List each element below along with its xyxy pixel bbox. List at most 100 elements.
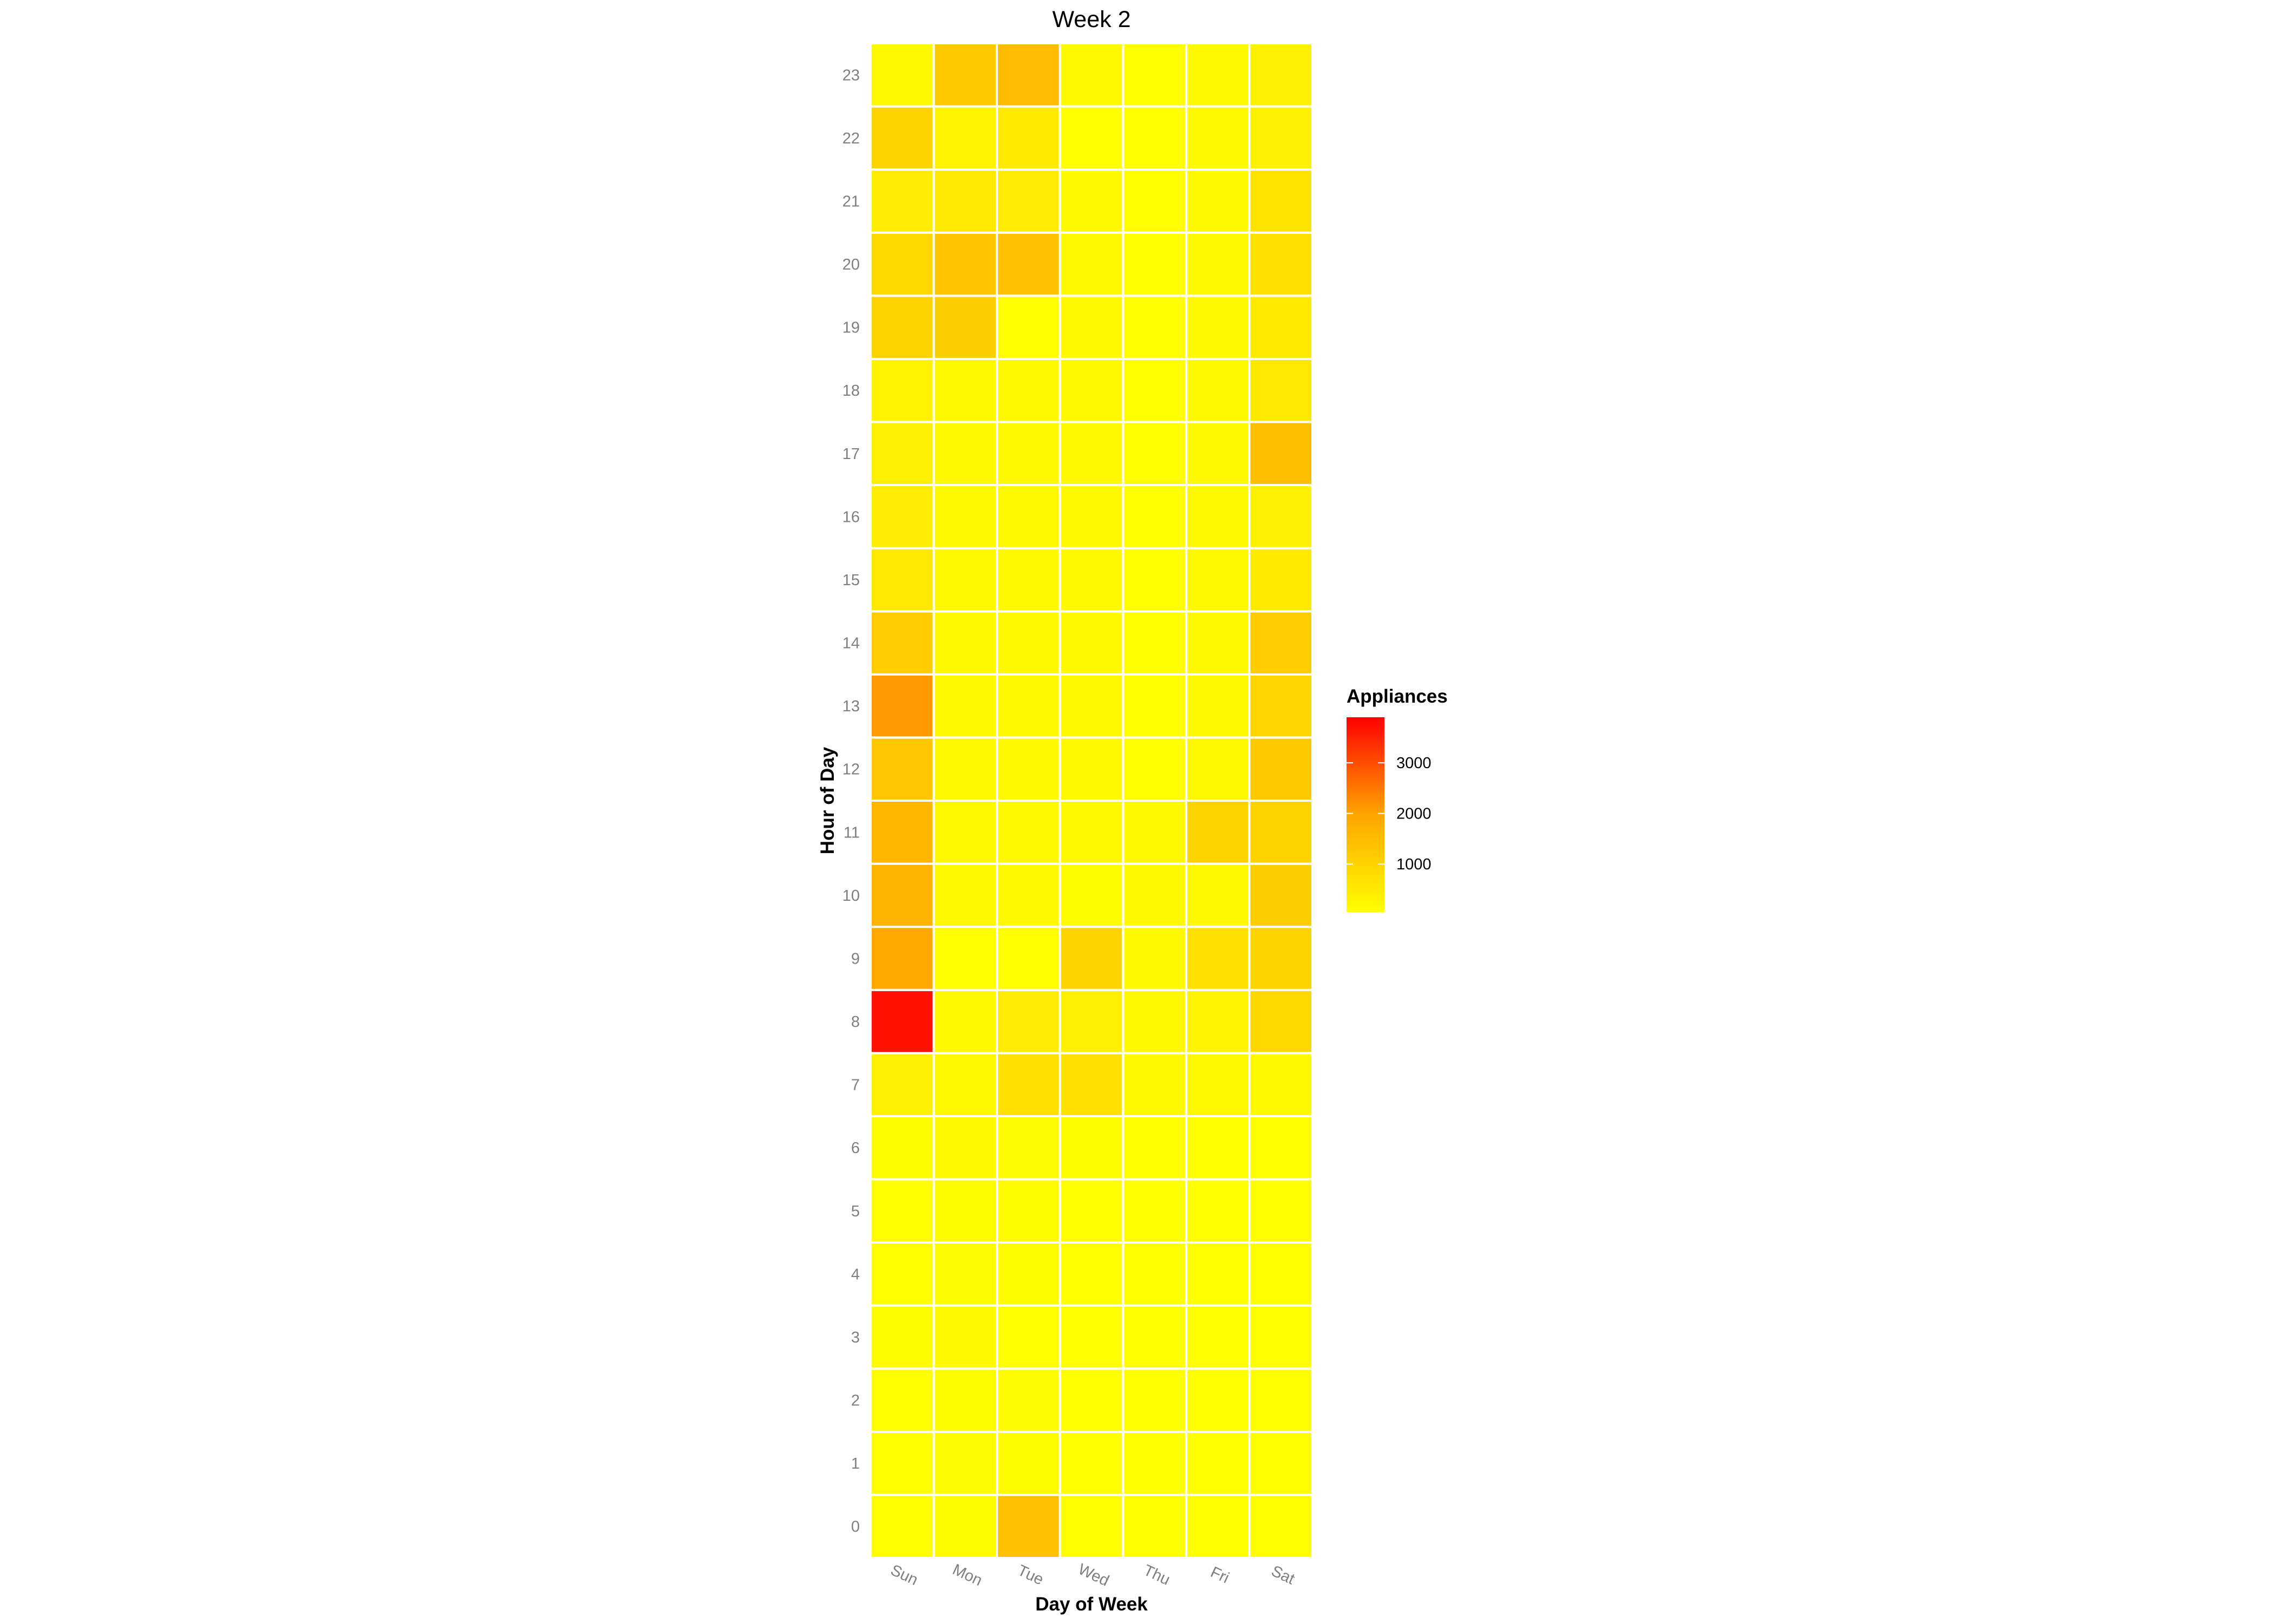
x-tick-label: Sun: [888, 1561, 920, 1589]
heatmap-cell-sat-h3: [1248, 1304, 1314, 1370]
heatmap-cell-sun-h9: [870, 926, 935, 991]
heatmap-cell-thu-h1: [1122, 1430, 1187, 1496]
chart-title: Week 2: [1053, 6, 1131, 32]
heatmap-cell-sat-h4: [1248, 1241, 1314, 1307]
x-tick-label: Wed: [1075, 1561, 1112, 1590]
heatmap-cell-mon-h21: [932, 168, 998, 234]
heatmap-cell-thu-h8: [1122, 988, 1187, 1055]
x-tick-label: Sat: [1269, 1562, 1297, 1588]
y-tick-label: 3: [851, 1329, 860, 1346]
heatmap-cell-sun-h11: [870, 800, 935, 865]
heatmap-cell-tue-h15: [996, 547, 1061, 613]
heatmap-cell-wed-h9: [1058, 926, 1125, 991]
heatmap-cell-tue-h10: [996, 862, 1061, 928]
heatmap-cell-wed-h7: [1058, 1052, 1125, 1117]
heatmap-cell-sun-h19: [870, 294, 935, 360]
heatmap-cell-sun-h13: [870, 673, 935, 739]
heatmap-cell-wed-h13: [1058, 673, 1125, 739]
heatmap-cell-sun-h3: [870, 1304, 935, 1370]
heatmap-cell-wed-h12: [1058, 736, 1125, 802]
heatmap-cell-tue-h5: [996, 1178, 1061, 1244]
heatmap-cell-sun-h10: [870, 862, 935, 928]
legend-title: Appliances: [1347, 686, 1448, 707]
heatmap-cell-fri-h11: [1185, 800, 1251, 865]
heatmap-cell-thu-h10: [1122, 862, 1187, 928]
legend-ticks: 1000 2000 3000: [1347, 755, 1432, 873]
legend-colorbar: [1347, 717, 1384, 912]
heatmap-cell-wed-h5: [1058, 1178, 1125, 1244]
heatmap-cell-fri-h19: [1185, 294, 1251, 360]
heatmap-cell-wed-h2: [1058, 1367, 1125, 1433]
heatmap-cell-fri-h10: [1185, 862, 1251, 928]
heatmap-cell-sat-h9: [1248, 926, 1314, 991]
heatmap-cell-tue-h1: [996, 1430, 1061, 1496]
y-axis-title: Hour of Day: [817, 746, 838, 854]
heatmap-cell-thu-h0: [1122, 1494, 1187, 1560]
x-tick-label: Tue: [1015, 1562, 1046, 1589]
heatmap-cell-tue-h21: [996, 168, 1061, 234]
y-tick-label: 9: [851, 950, 860, 967]
y-tick-label: 18: [842, 382, 860, 400]
y-tick-label: 20: [842, 256, 860, 273]
heatmap-cell-sat-h2: [1248, 1367, 1314, 1433]
heatmap-cell-mon-h4: [932, 1241, 998, 1307]
heatmap-cell-thu-h16: [1122, 484, 1187, 549]
heatmap-cell-wed-h17: [1058, 421, 1125, 487]
heatmap-cell-mon-h18: [932, 357, 998, 423]
heatmap-cell-sat-h14: [1248, 610, 1314, 676]
heatmap-cell-mon-h1: [932, 1430, 998, 1496]
x-axis-ticks: Sun Mon Tue Wed Thu Fri Sat: [888, 1561, 1297, 1590]
heatmap-cell-wed-h8: [1058, 988, 1125, 1055]
heatmap-cell-thu-h3: [1122, 1304, 1187, 1370]
heatmap-cell-tue-h8: [996, 988, 1061, 1055]
heatmap-cell-tue-h3: [996, 1304, 1061, 1370]
heatmap-cell-sat-h6: [1248, 1115, 1314, 1181]
heatmap-cell-sun-h14: [870, 610, 935, 676]
heatmap-cell-thu-h6: [1122, 1115, 1187, 1181]
heatmap-cell-mon-h14: [932, 610, 998, 676]
heatmap-cell-tue-h12: [996, 736, 1061, 802]
x-tick-label: Thu: [1141, 1562, 1173, 1589]
heatmap-cell-fri-h8: [1185, 988, 1251, 1055]
heatmap-cell-fri-h4: [1185, 1241, 1251, 1307]
heatmap-cell-mon-h9: [932, 926, 998, 991]
y-tick-label: 1: [851, 1455, 860, 1472]
heatmap-cell-sun-h1: [870, 1430, 935, 1496]
heatmap-cell-mon-h8: [932, 988, 998, 1055]
heatmap-cell-sat-h21: [1248, 168, 1314, 234]
heatmap-cell-sat-h10: [1248, 862, 1314, 928]
heatmap-cell-wed-h15: [1058, 547, 1125, 613]
heatmap-cell-sat-h17: [1248, 421, 1314, 487]
heatmap-cell-wed-h19: [1058, 294, 1125, 360]
heatmap-cell-tue-h17: [996, 421, 1061, 487]
heatmap-cell-wed-h4: [1058, 1241, 1125, 1307]
y-tick-label: 19: [842, 319, 860, 337]
legend-tick-label: 3000: [1396, 755, 1432, 772]
heatmap-cell-sat-h22: [1248, 105, 1314, 171]
x-tick-label: Fri: [1208, 1563, 1232, 1587]
color-legend: Appliances 1000 2000 3000: [1347, 686, 1448, 912]
heatmap-cell-wed-h14: [1058, 610, 1125, 676]
heatmap-cell-tue-h16: [996, 484, 1061, 549]
y-tick-label: 8: [851, 1013, 860, 1031]
heatmap-cell-mon-h6: [932, 1115, 998, 1181]
heatmap-cell-sun-h18: [870, 357, 935, 423]
heatmap-cell-tue-h18: [996, 357, 1061, 423]
heatmap-cell-tue-h22: [996, 105, 1061, 171]
heatmap-cell-sun-h6: [870, 1115, 935, 1181]
heatmap-cell-thu-h20: [1122, 231, 1187, 297]
heatmap-cell-thu-h18: [1122, 357, 1187, 423]
heatmap-cell-tue-h9: [996, 926, 1061, 991]
heatmap-cells: [870, 42, 1314, 1560]
heatmap-cell-thu-h12: [1122, 736, 1187, 802]
heatmap-cell-tue-h23: [996, 42, 1061, 108]
heatmap-cell-mon-h2: [932, 1367, 998, 1433]
heatmap-cell-fri-h23: [1185, 42, 1251, 108]
heatmap-cell-sat-h12: [1248, 736, 1314, 802]
heatmap-cell-thu-h22: [1122, 105, 1187, 171]
heatmap-cell-tue-h19: [996, 294, 1061, 360]
heatmap-cell-tue-h6: [996, 1115, 1061, 1181]
heatmap-cell-thu-h9: [1122, 926, 1187, 991]
y-tick-label: 4: [851, 1266, 860, 1283]
heatmap-cell-sat-h20: [1248, 231, 1314, 297]
